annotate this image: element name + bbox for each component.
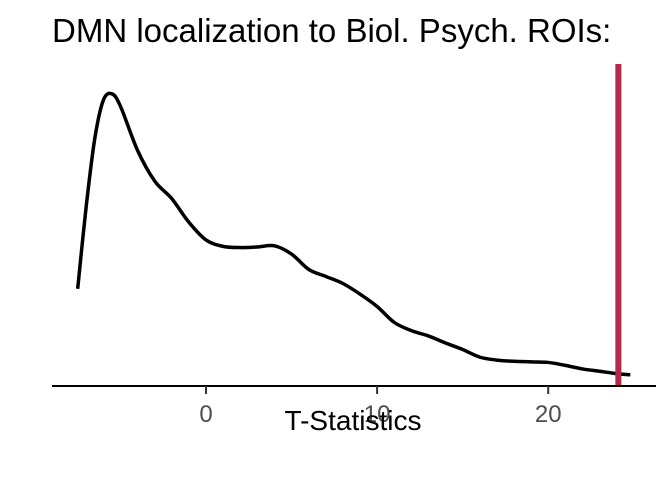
x-axis-ticks: 0 10 20	[199, 386, 562, 428]
x-tick-label: 0	[199, 401, 212, 428]
x-axis-title: T-Statistics	[285, 405, 422, 436]
plot-area	[75, 64, 631, 385]
x-tick-label: 10	[364, 401, 391, 428]
x-tick-label: 20	[535, 401, 562, 428]
chart-title: DMN localization to Biol. Psych. ROIs:	[52, 12, 611, 49]
density-curve	[75, 91, 631, 377]
